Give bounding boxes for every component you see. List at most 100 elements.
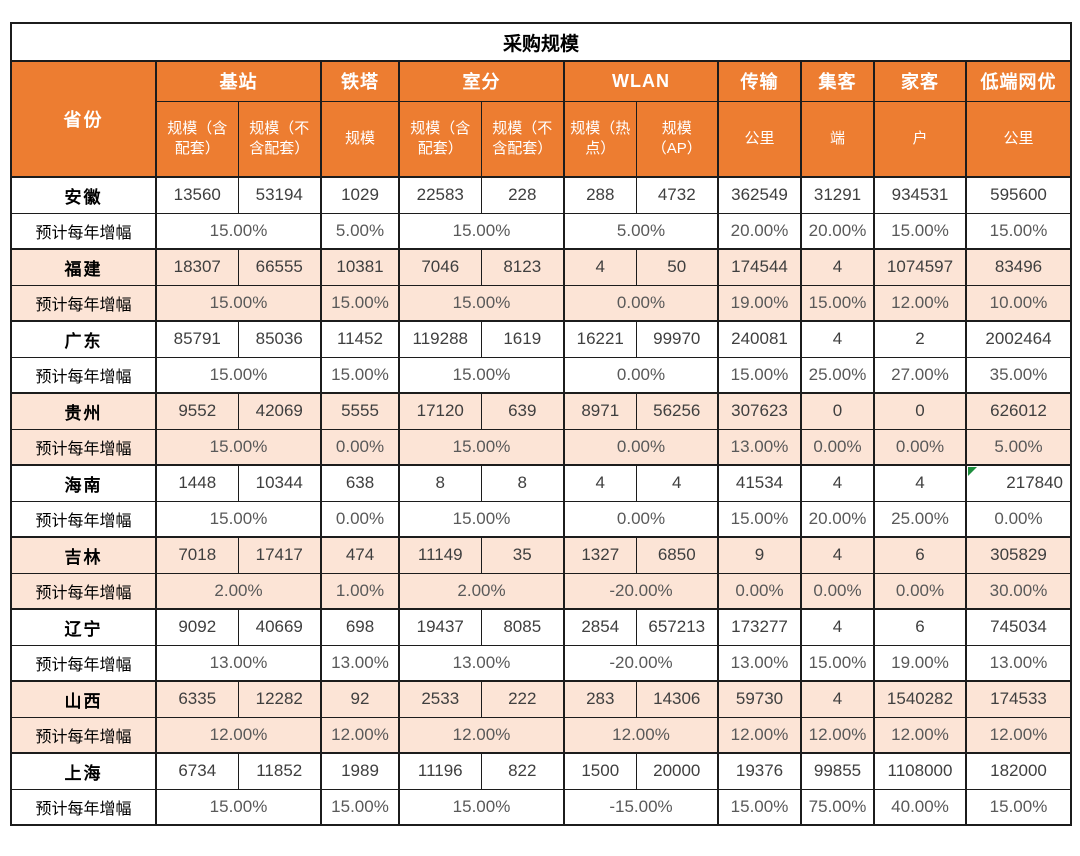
value-cell: 4 — [800, 464, 875, 502]
value-cell: 42069 — [237, 392, 322, 430]
growth-cell: 13.00% — [717, 644, 802, 682]
growth-cell: 5.00% — [965, 428, 1073, 466]
value-cell: 7018 — [155, 536, 239, 574]
growth-cell: 15.00% — [155, 356, 322, 394]
value-cell: 173277 — [717, 608, 802, 646]
column-group-3: WLAN — [563, 60, 719, 102]
value-cell: 307623 — [717, 392, 802, 430]
growth-row: 预计每年增幅 15.00% 15.00% 15.00% 0.00% 15.00% 25.00… — [10, 356, 1073, 394]
value-cell: 0 — [873, 392, 967, 430]
value-cell: 11452 — [320, 320, 400, 358]
growth-cell: 30.00% — [965, 572, 1073, 610]
value-cell: 31291 — [800, 176, 875, 214]
growth-row: 预计每年增幅 15.00% 15.00% 15.00% 0.00% 19.00% 15.00… — [10, 284, 1073, 322]
growth-cell: 15.00% — [155, 788, 322, 826]
growth-cell: 0.00% — [563, 500, 719, 538]
column-sub-2-1: 规模（不含配套） — [480, 100, 565, 178]
value-cell: 4 — [800, 248, 875, 286]
value-cell: 40669 — [237, 608, 322, 646]
growth-cell: -20.00% — [563, 644, 719, 682]
value-cell: 4732 — [635, 176, 719, 214]
value-cell: 4 — [800, 680, 875, 718]
value-cell: 6850 — [635, 536, 719, 574]
growth-cell: 15.00% — [800, 284, 875, 322]
growth-cell: 12.00% — [155, 716, 322, 754]
column-sub-7-0: 公里 — [965, 100, 1073, 178]
value-cell: 8971 — [563, 392, 637, 430]
value-cell: 745034 — [965, 608, 1073, 646]
growth-cell: 12.00% — [398, 716, 565, 754]
value-cell: 12282 — [237, 680, 322, 718]
table-body: 安徽 13560 53194 1029 22583 228 288 4732 362549 312… — [10, 176, 1073, 826]
value-cell: 66555 — [237, 248, 322, 286]
column-sub-0-0: 规模（含配套） — [155, 100, 239, 178]
value-cell: 8 — [398, 464, 482, 502]
value-cell: 305829 — [965, 536, 1073, 574]
province-row: 安徽 13560 53194 1029 22583 228 288 4732 362549 312… — [10, 176, 1073, 214]
value-cell: 4 — [800, 536, 875, 574]
growth-cell: 15.00% — [873, 212, 967, 250]
value-cell: 8123 — [480, 248, 565, 286]
value-cell: 595600 — [965, 176, 1073, 214]
value-cell: 283 — [563, 680, 637, 718]
growth-cell: 15.00% — [398, 500, 565, 538]
value-cell: 182000 — [965, 752, 1073, 790]
value-cell: 85036 — [237, 320, 322, 358]
value-cell: 35 — [480, 536, 565, 574]
growth-row: 预计每年增幅 12.00% 12.00% 12.00% 12.00% 12.00% 12.0… — [10, 716, 1073, 754]
growth-cell: 13.00% — [965, 644, 1073, 682]
growth-cell: 12.00% — [563, 716, 719, 754]
growth-cell: 15.00% — [398, 788, 565, 826]
growth-cell: 25.00% — [800, 356, 875, 394]
value-cell: 9092 — [155, 608, 239, 646]
value-cell: 19437 — [398, 608, 482, 646]
value-cell: 222 — [480, 680, 565, 718]
value-cell: 288 — [563, 176, 637, 214]
growth-cell: 0.00% — [800, 572, 875, 610]
value-cell: 1029 — [320, 176, 400, 214]
value-cell: 362549 — [717, 176, 802, 214]
province-name: 福建 — [10, 248, 157, 286]
growth-cell: 15.00% — [398, 428, 565, 466]
value-cell: 53194 — [237, 176, 322, 214]
column-sub-header-row: 规模（含配套） 规模（不含配套） 规模 规模（含配套） 规模（不含配套） 规模（热点） 规模… — [11, 100, 1073, 178]
column-sub-2-0: 规模（含配套） — [398, 100, 482, 178]
value-cell: 240081 — [717, 320, 802, 358]
growth-cell: 13.00% — [155, 644, 322, 682]
value-cell: 7046 — [398, 248, 482, 286]
column-sub-3-0: 规模（热点） — [563, 100, 637, 178]
growth-row-label: 预计每年增幅 — [10, 284, 157, 322]
value-cell: 50 — [635, 248, 719, 286]
growth-cell: 2.00% — [155, 572, 322, 610]
value-cell: 4 — [563, 248, 637, 286]
province-name: 辽宁 — [10, 608, 157, 646]
growth-cell: 15.00% — [398, 212, 565, 250]
growth-row-label: 预计每年增幅 — [10, 788, 157, 826]
column-group-6: 家客 — [873, 60, 967, 102]
growth-cell: 15.00% — [155, 212, 322, 250]
column-group-5: 集客 — [800, 60, 875, 102]
growth-cell: 40.00% — [873, 788, 967, 826]
growth-row: 预计每年增幅 15.00% 15.00% 15.00% -15.00% 15.00% 75.… — [10, 788, 1073, 826]
growth-row: 预计每年增幅 15.00% 0.00% 15.00% 0.00% 15.00% 20.00%… — [10, 500, 1073, 538]
value-cell: 20000 — [635, 752, 719, 790]
growth-cell: 15.00% — [717, 788, 802, 826]
growth-cell: 15.00% — [717, 356, 802, 394]
growth-cell: 12.00% — [320, 716, 400, 754]
value-cell: 9552 — [155, 392, 239, 430]
value-cell: 1989 — [320, 752, 400, 790]
value-cell: 22583 — [398, 176, 482, 214]
province-row: 海南 1448 10344 638 8 8 4 4 41534 4 4 217840 — [10, 464, 1073, 502]
value-cell: 18307 — [155, 248, 239, 286]
province-name: 贵州 — [10, 392, 157, 430]
value-cell: 6335 — [155, 680, 239, 718]
growth-cell: 15.00% — [398, 284, 565, 322]
province-row: 辽宁 9092 40669 698 19437 8085 2854 657213 173277 4… — [10, 608, 1073, 646]
growth-cell: 2.00% — [398, 572, 565, 610]
column-group-4: 传输 — [717, 60, 802, 102]
value-cell: 17417 — [237, 536, 322, 574]
growth-cell: 15.00% — [965, 788, 1073, 826]
column-group-2: 室分 — [398, 60, 565, 102]
growth-cell: 19.00% — [717, 284, 802, 322]
value-cell: 657213 — [635, 608, 719, 646]
